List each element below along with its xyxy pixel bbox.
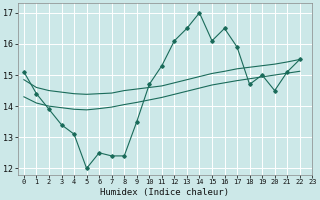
X-axis label: Humidex (Indice chaleur): Humidex (Indice chaleur) bbox=[100, 188, 229, 197]
